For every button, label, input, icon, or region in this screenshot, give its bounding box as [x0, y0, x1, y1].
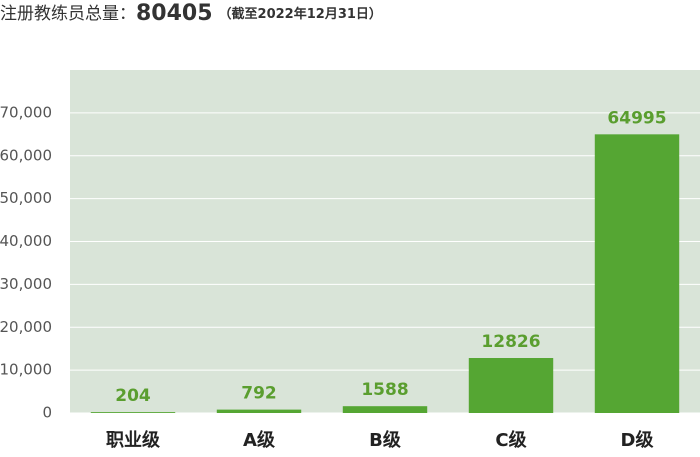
value-label: 204 — [115, 386, 151, 406]
bar — [342, 406, 428, 413]
chart-title-line: 注册教练员总量：80405 （截至2022年12月31日） — [0, 1, 382, 26]
subtitle: （截至2022年12月31日） — [219, 6, 382, 22]
y-tick-label: 30,000 — [0, 275, 52, 293]
total: 80405 — [136, 1, 213, 26]
x-tick-label: D级 — [621, 429, 655, 451]
bar — [216, 409, 302, 413]
value-label: 1588 — [361, 380, 408, 400]
value-label: 792 — [241, 384, 277, 404]
x-tick-label: 职业级 — [106, 429, 161, 451]
value-label: 12826 — [481, 332, 540, 352]
x-tick-label: A级 — [243, 429, 276, 451]
y-tick-label: 0 — [42, 404, 52, 422]
y-tick-label: 70,000 — [0, 103, 52, 121]
bar — [90, 412, 176, 413]
value-label: 64995 — [607, 108, 666, 128]
y-tick-label: 20,000 — [0, 318, 52, 336]
x-tick-label: B级 — [369, 429, 402, 451]
y-tick-label: 40,000 — [0, 232, 52, 250]
x-tick-label: C级 — [495, 429, 527, 451]
chart-title: 注册教练员总量： — [0, 4, 136, 24]
y-tick-label: 50,000 — [0, 189, 52, 207]
y-tick-label: 60,000 — [0, 146, 52, 164]
bar — [594, 134, 680, 414]
y-tick-label: 10,000 — [0, 361, 52, 379]
bar — [468, 358, 554, 413]
